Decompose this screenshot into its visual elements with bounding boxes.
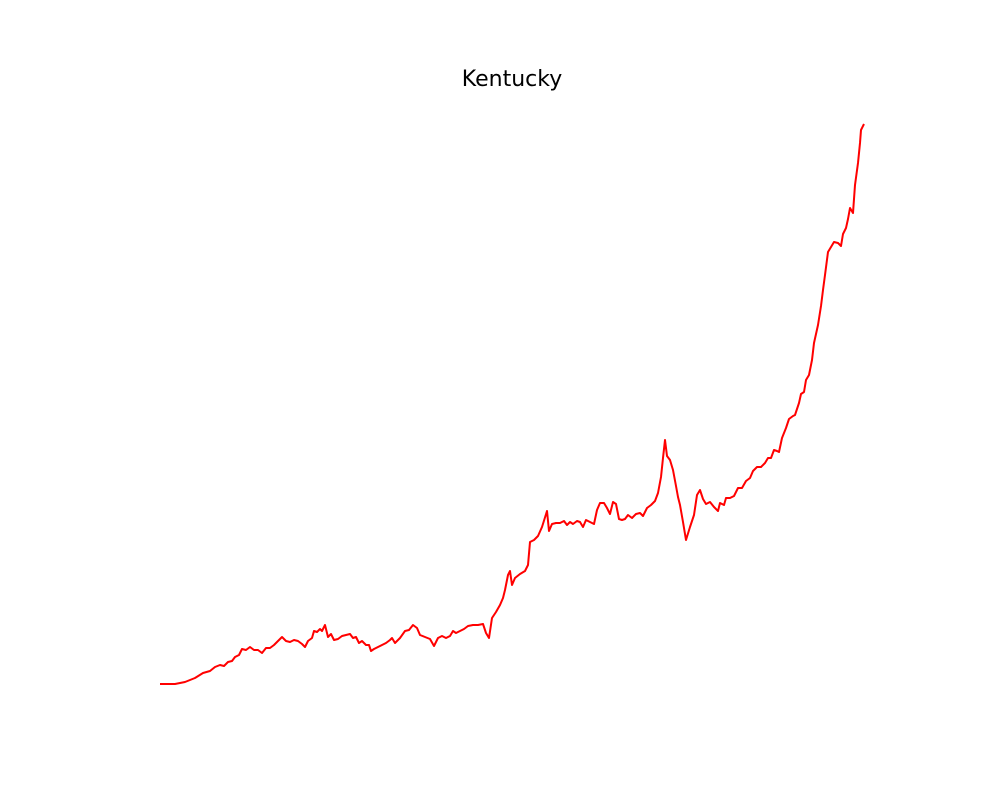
- chart-title: Kentucky: [462, 67, 562, 92]
- data-line: [160, 123, 865, 685]
